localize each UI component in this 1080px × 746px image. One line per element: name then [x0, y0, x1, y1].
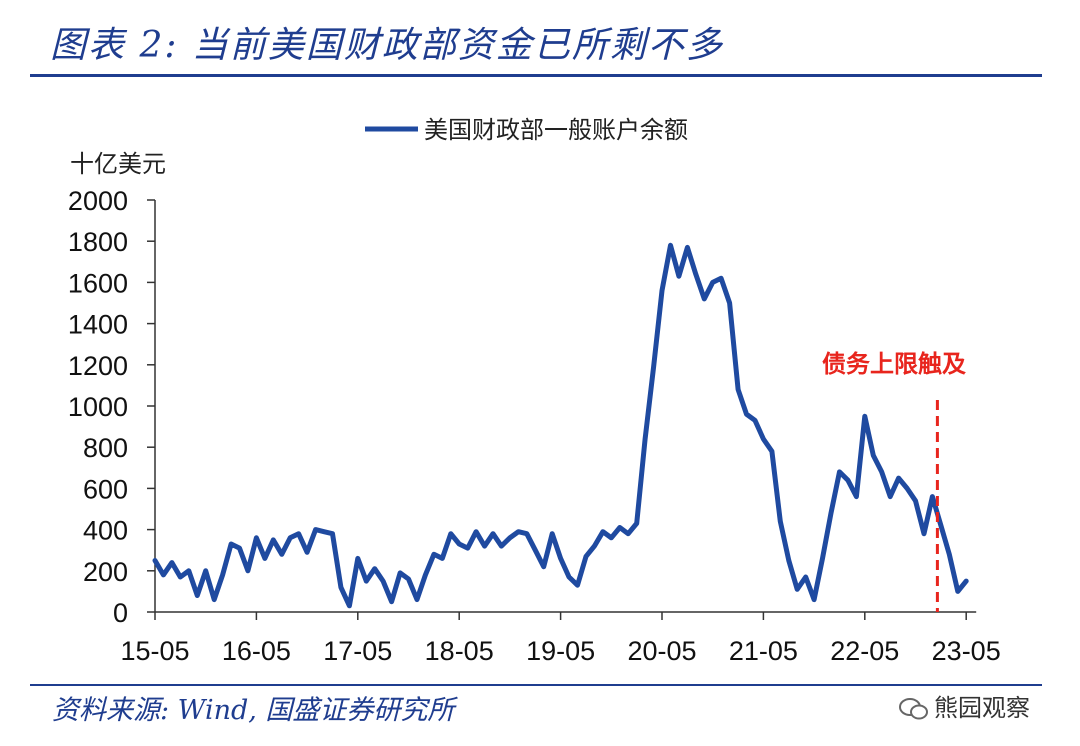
title-divider: [30, 74, 1042, 77]
y-tick-label: 1000: [68, 392, 128, 422]
y-tick-label: 600: [83, 474, 128, 504]
watermark-text: 熊园观察: [934, 694, 1030, 722]
y-tick-label: 1200: [68, 351, 128, 381]
x-tick-label: 16-05: [222, 636, 291, 666]
y-tick-label: 1400: [68, 310, 128, 340]
y-tick-label: 0: [113, 598, 128, 628]
page-title: 图表 2: 当前美国财政部资金已所剩不多: [50, 25, 724, 66]
debt-ceiling-annotation: 债务上限触及: [822, 350, 966, 378]
line-chart: 美国财政部一般账户余额 十亿美元 0 200 400 600 800 1000 1200 14…: [68, 116, 1001, 666]
x-axis-ticks: 15-05 16-05 17-05 18-05 19-05 20-05 21-05 22-05…: [120, 612, 1001, 666]
wechat-icon: [899, 698, 928, 720]
x-tick-label: 21-05: [729, 636, 798, 666]
source-note: 资料来源: Wind, 国盛证券研究所: [52, 695, 455, 726]
x-tick-label: 19-05: [526, 636, 595, 666]
y-tick-label: 1600: [68, 268, 128, 298]
y-tick-label: 1800: [68, 227, 128, 257]
y-axis-unit-label: 十亿美元: [70, 150, 166, 178]
x-tick-label: 18-05: [425, 636, 494, 666]
x-tick-label: 23-05: [932, 636, 1001, 666]
x-tick-label: 17-05: [323, 636, 392, 666]
y-axis-ticks: 0 200 400 600 800 1000 1200 1400 1600 1800 2000: [68, 186, 155, 628]
y-tick-label: 2000: [68, 186, 128, 216]
chart-legend: 美国财政部一般账户余额: [365, 116, 688, 144]
watermark: 熊园观察: [898, 688, 1030, 723]
y-tick-label: 200: [83, 557, 128, 587]
y-tick-label: 800: [83, 433, 128, 463]
series-line-tga-balance: [152, 242, 969, 609]
x-tick-label: 15-05: [120, 636, 189, 666]
x-tick-label: 22-05: [830, 636, 899, 666]
legend-label: 美国财政部一般账户余额: [424, 116, 688, 144]
x-tick-label: 20-05: [627, 636, 696, 666]
y-tick-label: 400: [83, 516, 128, 546]
footer-divider: [30, 684, 1042, 686]
